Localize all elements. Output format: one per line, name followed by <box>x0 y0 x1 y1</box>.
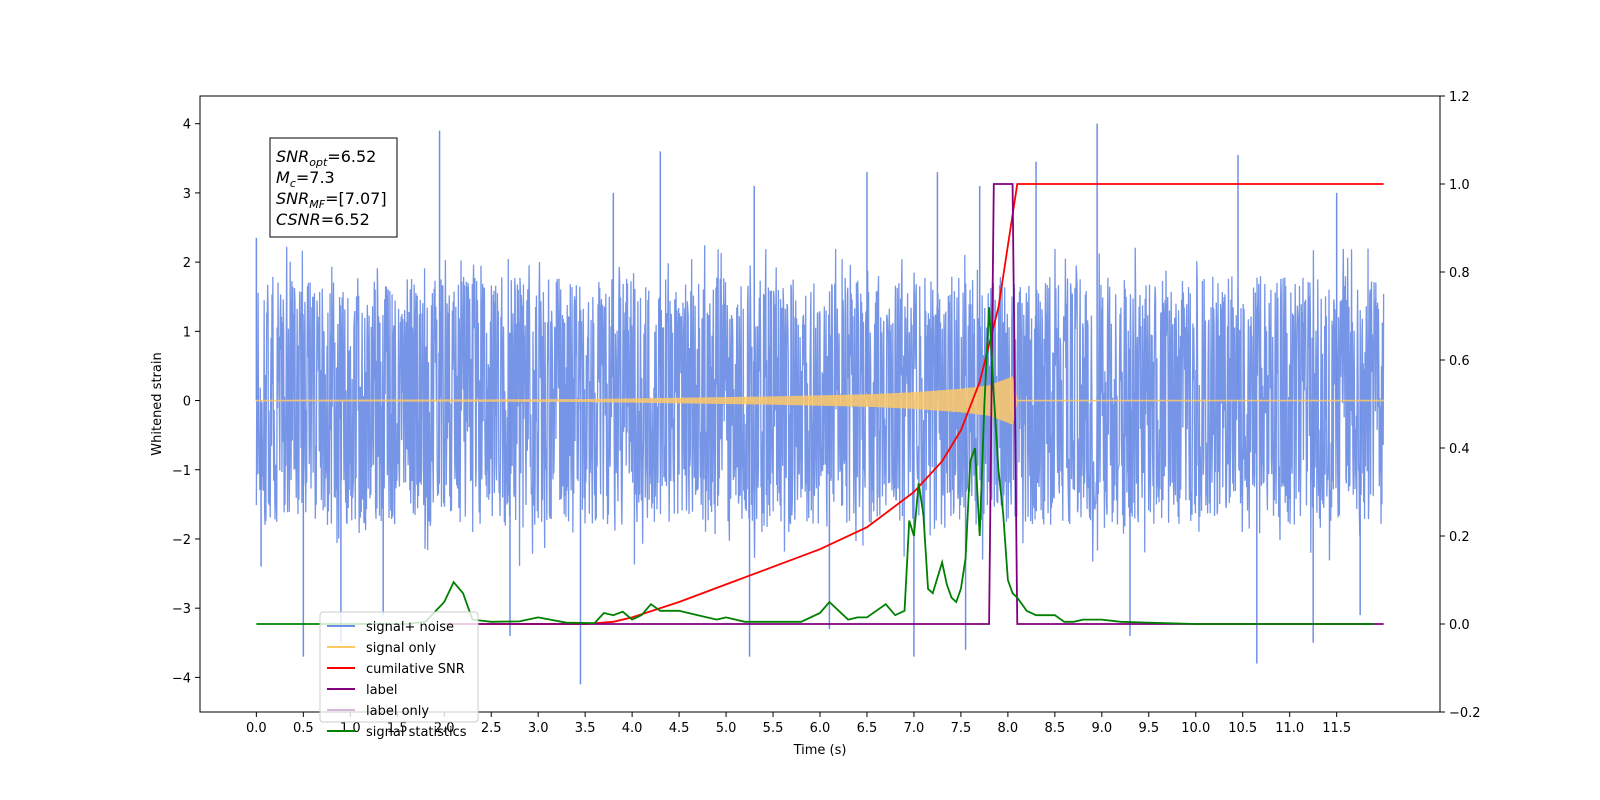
legend-label: signal+ noise <box>366 620 454 635</box>
legend: signal+ noise signal only cumilative SNR la… <box>319 611 479 740</box>
annotation-line: CSNR=6.52 <box>276 210 370 229</box>
x-tick-label: 6.5 <box>857 721 878 736</box>
legend-label: cumilative SNR <box>366 662 465 677</box>
series-cumilative-snr-line <box>444 183 1384 625</box>
x-tick-label: 7.5 <box>951 721 972 736</box>
x-tick-label: 7.0 <box>904 721 925 736</box>
y2-tick-label: 1.0 <box>1449 178 1470 193</box>
x-tick-label: 3.5 <box>575 721 596 736</box>
y-tick-label: −2 <box>172 533 191 548</box>
x-tick-label: 9.0 <box>1091 721 1112 736</box>
y-tick-label: −1 <box>172 464 191 479</box>
series-signal-only-line <box>255 376 1385 425</box>
x-tick-label: 0.5 <box>293 721 314 736</box>
legend-label: signal statistics <box>366 725 467 740</box>
x-tick-label: 8.5 <box>1045 721 1066 736</box>
y-tick-label: −4 <box>172 671 191 686</box>
y2-tick-label: 0.2 <box>1449 530 1470 545</box>
x-tick-label: 1.5 <box>387 721 408 736</box>
y-tick-label: 1 <box>183 325 191 340</box>
series-signal-noise-line <box>255 245 1385 566</box>
y-tick-label: 4 <box>183 118 191 133</box>
annotation-line: SNRopt=6.52 <box>276 147 376 169</box>
x-axis-label: Time (s) <box>793 743 847 758</box>
x-tick-label: 10.5 <box>1228 721 1257 736</box>
y2-tick-label: 0.0 <box>1449 618 1470 633</box>
x-tick-label: 4.5 <box>669 721 690 736</box>
y-tick-label: −3 <box>172 602 191 617</box>
x-tick-label: 2.0 <box>434 721 455 736</box>
x-tick-label: 0.0 <box>246 721 267 736</box>
legend-label: label <box>366 683 397 698</box>
x-tick-label: 1.0 <box>340 721 361 736</box>
legend-frame <box>319 611 479 723</box>
x-tick-label: 5.0 <box>716 721 737 736</box>
y2-tick-label: 0.6 <box>1449 354 1470 369</box>
y-tick-label: 3 <box>183 187 191 202</box>
y2-tick-label: 1.2 <box>1449 90 1470 105</box>
x-tick-label: 3.0 <box>528 721 549 736</box>
y-tick-label: 2 <box>183 256 191 271</box>
x-tick-label: 8.0 <box>998 721 1019 736</box>
legend-label: signal only <box>366 641 436 656</box>
series-signal-statistics-line <box>256 307 1375 625</box>
y2-tick-label: −0.2 <box>1449 706 1481 721</box>
legend-label: label only <box>366 704 429 719</box>
y-axis-label: Whitened strain <box>150 352 165 455</box>
series-label-line <box>444 183 1384 625</box>
annotation-line: SNRMF=[7.07] <box>276 189 387 211</box>
x-tick-label: 6.0 <box>810 721 831 736</box>
annotation-line: Mc=7.3 <box>276 168 335 190</box>
x-tick-label: 2.5 <box>481 721 502 736</box>
x-tick-label: 11.5 <box>1322 721 1351 736</box>
y-tick-label: 0 <box>183 395 191 410</box>
y2-tick-label: 0.8 <box>1449 266 1470 281</box>
x-tick-label: 5.5 <box>763 721 784 736</box>
annotation-box <box>269 137 398 238</box>
x-tick-label: 11.0 <box>1275 721 1304 736</box>
x-tick-label: 4.0 <box>622 721 643 736</box>
y2-tick-label: 0.4 <box>1449 442 1470 457</box>
x-tick-label: 10.0 <box>1181 721 1210 736</box>
x-tick-label: 9.5 <box>1138 721 1159 736</box>
